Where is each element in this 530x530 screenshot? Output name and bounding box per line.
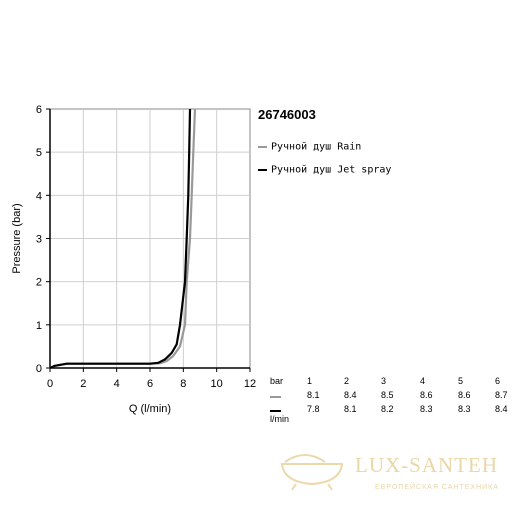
x-tick-label: 6 — [147, 378, 153, 390]
flow-table-jet-1: 7.8 — [307, 404, 320, 414]
x-tick-label: 4 — [114, 378, 120, 390]
watermark-bathtub-rim — [284, 454, 326, 463]
y-axis-label: Pressure (bar) — [11, 203, 23, 273]
legend-label-jet: Ручной душ Jet spray — [271, 164, 392, 176]
x-tick-label: 2 — [80, 378, 86, 390]
y-tick-label: 6 — [36, 104, 42, 116]
series-line-jet — [49, 108, 192, 370]
product-code: 26746003 — [258, 107, 316, 122]
flow-table-swatch-jet — [270, 410, 281, 412]
flow-table-rain-6: 8.7 — [495, 390, 508, 400]
flow-table-bar-1: 1 — [307, 376, 313, 386]
x-tick-label: 10 — [211, 378, 223, 390]
flow-table-jet-5: 8.3 — [458, 404, 471, 414]
watermark-title: LUX-SANTEH — [355, 453, 498, 477]
y-tick-label: 4 — [36, 190, 42, 202]
x-axis-label: Q (l/min) — [129, 403, 171, 415]
flow-table-rain-5: 8.6 — [458, 390, 471, 400]
x-tick-label: 12 — [244, 378, 256, 390]
flow-table-rain-4: 8.6 — [420, 390, 433, 400]
legend-item-jet: Ручной душ Jet spray — [258, 161, 391, 179]
flow-table-rain-3: 8.5 — [381, 390, 394, 400]
y-tick-label: 2 — [36, 277, 42, 289]
flow-table-jet-3: 8.2 — [381, 404, 394, 414]
watermark-bathtub-icon — [280, 463, 344, 486]
flow-table-lmin-label: l/min — [270, 414, 290, 424]
flow-table-bar-6: 6 — [495, 376, 501, 386]
flow-table-rain-2: 8.4 — [344, 390, 357, 400]
legend-swatch-jet — [258, 168, 267, 171]
y-tick-label: 5 — [36, 147, 42, 159]
legend-label-rain: Ручной душ Rain — [271, 141, 362, 153]
y-tick-label: 1 — [36, 320, 42, 332]
flow-table-bar-label: bar — [270, 376, 284, 386]
x-tick-label: 8 — [180, 378, 186, 390]
flow-table-jet-6: 8.4 — [495, 404, 508, 414]
flow-table-jet-2: 8.1 — [344, 404, 357, 414]
x-tick-label: 0 — [47, 378, 53, 390]
flow-table-swatch-rain — [270, 396, 281, 398]
watermark-logo — [280, 454, 344, 491]
y-tick-label: 3 — [36, 234, 42, 246]
legend-item-rain: Ручной душ Rain — [258, 138, 361, 156]
flow-table-jet-4: 8.3 — [420, 404, 433, 414]
flow-table-bar-2: 2 — [344, 376, 350, 386]
watermark-subtitle: ЕВРОПЕЙСКАЯ САНТЕХНИКА — [375, 484, 499, 491]
flow-table-bar-4: 4 — [420, 376, 426, 386]
flow-table-bar-5: 5 — [458, 376, 464, 386]
flow-table-bar-3: 3 — [381, 376, 387, 386]
watermark-bathtub-legs — [291, 483, 333, 491]
flow-table-rain-1: 8.1 — [307, 390, 320, 400]
y-tick-label: 0 — [36, 363, 42, 375]
legend-swatch-rain — [258, 145, 267, 148]
